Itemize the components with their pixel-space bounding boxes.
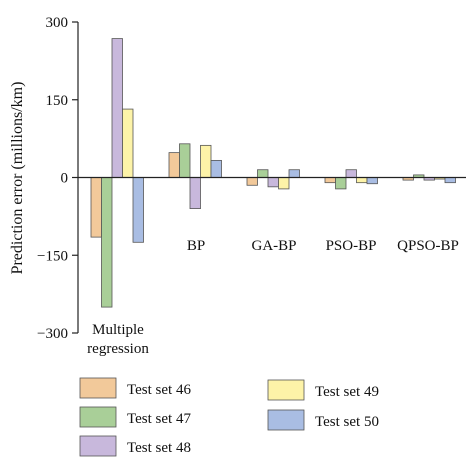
category-label: BP <box>187 238 205 254</box>
legend-label: Test set 49 <box>315 384 379 400</box>
legend-swatch <box>267 409 305 431</box>
bar <box>210 159 222 178</box>
category-labels: Multiple regression BP GA-BP PSO-BP QPSO-BP <box>87 238 459 357</box>
y-tick-label: 0 <box>61 171 69 187</box>
category-label: GA-BP <box>251 238 296 254</box>
bar <box>132 177 144 243</box>
legend-swatch <box>79 406 117 428</box>
legend-swatch <box>267 379 305 401</box>
bar <box>356 177 368 184</box>
bar <box>246 177 258 186</box>
legend: Test set 46 Test set 47 Test set 48 Test se… <box>79 377 379 457</box>
bar <box>345 169 357 178</box>
legend-swatch <box>79 435 117 457</box>
y-tick-label: −150 <box>37 248 68 264</box>
bar <box>122 108 134 178</box>
category-label: regression <box>87 341 149 357</box>
bar <box>168 152 180 178</box>
bar <box>366 177 378 185</box>
y-axis-label: Prediction error (millions/km) <box>9 82 26 275</box>
legend-label: Test set 48 <box>127 440 191 456</box>
y-tick-label: 300 <box>46 15 69 31</box>
bar <box>90 177 102 238</box>
bar <box>111 38 123 178</box>
legend-label: Test set 47 <box>127 411 191 427</box>
bar <box>101 177 113 308</box>
category-label: QPSO-BP <box>397 238 459 254</box>
legend-swatch <box>79 377 117 399</box>
bar <box>324 177 336 184</box>
bar <box>189 177 201 210</box>
category-label: PSO-BP <box>326 238 377 254</box>
y-tick-label: −300 <box>37 326 68 342</box>
bar <box>257 169 269 178</box>
category-label: Multiple <box>92 322 144 338</box>
bar <box>200 144 212 178</box>
bars <box>90 38 456 308</box>
y-axis-ticks: 300 150 0 −150 −300 <box>37 15 78 342</box>
bar <box>278 177 290 190</box>
y-tick-label: 150 <box>46 93 69 109</box>
bar <box>444 177 456 184</box>
bar <box>267 177 279 188</box>
legend-label: Test set 50 <box>315 414 379 430</box>
bar <box>288 169 300 178</box>
bar <box>335 177 347 190</box>
legend-label: Test set 46 <box>127 382 191 398</box>
bar <box>179 143 191 178</box>
